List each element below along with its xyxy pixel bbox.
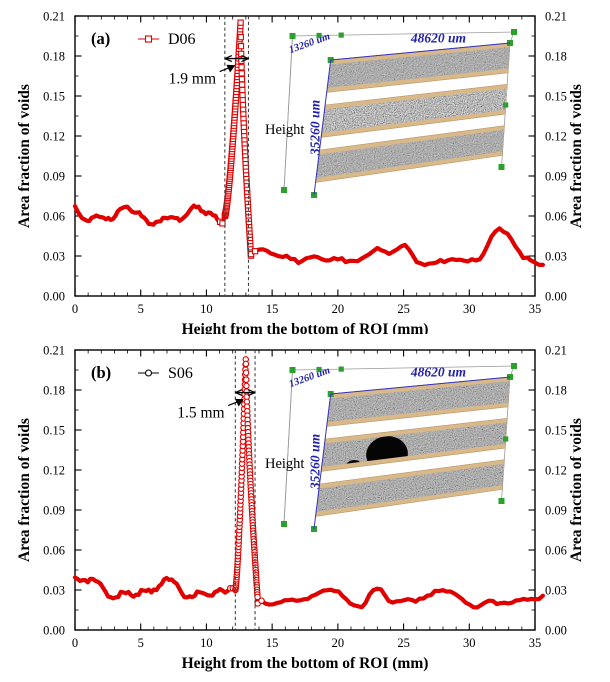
- svg-text:25: 25: [397, 302, 410, 316]
- svg-text:35: 35: [529, 636, 542, 650]
- svg-text:Height: Height: [265, 456, 304, 472]
- svg-text:0.00: 0.00: [43, 623, 65, 637]
- svg-text:0.06: 0.06: [43, 543, 65, 557]
- svg-text:0.21: 0.21: [43, 343, 65, 357]
- svg-text:1.9 mm: 1.9 mm: [169, 71, 216, 88]
- svg-text:(b): (b): [91, 363, 111, 382]
- svg-text:Height: Height: [265, 122, 304, 138]
- svg-text:35260 um: 35260 um: [308, 434, 323, 490]
- svg-text:Area fraction of voids: Area fraction of voids: [568, 84, 585, 228]
- svg-text:1.5 mm: 1.5 mm: [177, 404, 224, 421]
- svg-text:0.06: 0.06: [43, 209, 65, 223]
- svg-text:0.15: 0.15: [43, 423, 65, 437]
- svg-text:0.18: 0.18: [43, 49, 65, 63]
- svg-text:0.18: 0.18: [43, 383, 65, 397]
- svg-text:5: 5: [138, 302, 144, 316]
- svg-text:0.21: 0.21: [43, 9, 65, 23]
- svg-text:0.12: 0.12: [545, 129, 567, 143]
- svg-text:20: 20: [332, 636, 345, 650]
- svg-text:0.06: 0.06: [545, 543, 567, 557]
- svg-text:48620 um: 48620 um: [410, 31, 466, 46]
- svg-text:0.03: 0.03: [545, 249, 567, 263]
- svg-text:48620 um: 48620 um: [410, 364, 466, 379]
- svg-text:35260 um: 35260 um: [308, 100, 323, 156]
- svg-text:S06: S06: [168, 365, 193, 382]
- svg-text:30: 30: [463, 302, 476, 316]
- svg-text:0.21: 0.21: [545, 343, 567, 357]
- svg-text:(a): (a): [91, 29, 110, 48]
- svg-text:0.15: 0.15: [545, 423, 567, 437]
- svg-text:10: 10: [200, 636, 213, 650]
- svg-text:35: 35: [529, 302, 542, 316]
- svg-text:Area fraction of voids: Area fraction of voids: [16, 84, 33, 228]
- svg-text:5: 5: [138, 636, 144, 650]
- svg-text:D06: D06: [168, 31, 196, 48]
- svg-text:0.00: 0.00: [545, 623, 567, 637]
- svg-text:30: 30: [463, 636, 476, 650]
- svg-text:0: 0: [72, 636, 78, 650]
- svg-text:0.03: 0.03: [43, 249, 65, 263]
- svg-text:0.00: 0.00: [545, 289, 567, 303]
- svg-text:0.15: 0.15: [545, 89, 567, 103]
- svg-text:0.21: 0.21: [545, 9, 567, 23]
- svg-text:0: 0: [72, 302, 78, 316]
- svg-text:0.09: 0.09: [43, 503, 65, 517]
- svg-text:0.06: 0.06: [545, 209, 567, 223]
- svg-text:0.03: 0.03: [545, 583, 567, 597]
- svg-text:0.15: 0.15: [43, 89, 65, 103]
- svg-text:0.12: 0.12: [43, 129, 65, 143]
- svg-text:20: 20: [332, 302, 345, 316]
- svg-text:15: 15: [266, 636, 279, 650]
- svg-text:0.09: 0.09: [545, 169, 567, 183]
- svg-text:Area fraction of voids: Area fraction of voids: [568, 418, 585, 562]
- svg-text:10: 10: [200, 302, 213, 316]
- svg-text:0.09: 0.09: [43, 169, 65, 183]
- svg-text:Height from the bottom of ROI: Height from the bottom of ROI (mm): [182, 655, 429, 672]
- svg-text:0.09: 0.09: [545, 503, 567, 517]
- svg-text:0.12: 0.12: [545, 463, 567, 477]
- svg-text:0.03: 0.03: [43, 583, 65, 597]
- svg-text:15: 15: [266, 302, 279, 316]
- svg-text:0.18: 0.18: [545, 49, 567, 63]
- svg-text:0.00: 0.00: [43, 289, 65, 303]
- svg-text:Area fraction of voids: Area fraction of voids: [16, 418, 33, 562]
- svg-text:0.18: 0.18: [545, 383, 567, 397]
- svg-text:25: 25: [397, 636, 410, 650]
- svg-text:0.12: 0.12: [43, 463, 65, 477]
